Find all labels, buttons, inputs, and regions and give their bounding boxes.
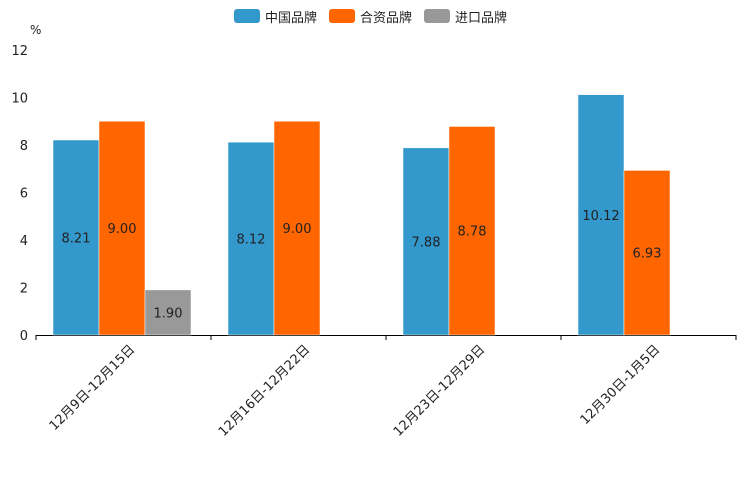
y-tick-label: 10 — [11, 92, 28, 107]
bar — [52, 139, 100, 336]
y-tick-label: 4 — [20, 234, 28, 249]
bar — [144, 289, 192, 336]
bar — [402, 147, 450, 336]
data-label: 6.93 — [633, 247, 662, 262]
data-label: 9.00 — [283, 222, 312, 237]
bar — [227, 141, 275, 336]
y-tick-label: 12 — [11, 44, 28, 59]
legend-swatch-china — [234, 9, 260, 23]
bar — [448, 126, 496, 336]
x-category-label: 12月16日-12月22日 — [216, 342, 313, 439]
y-tick-label: 8 — [20, 139, 28, 154]
bar — [623, 170, 671, 336]
legend-swatch-jv — [329, 9, 355, 23]
legend-item-import[interactable]: 进口品牌 — [424, 7, 508, 26]
legend-item-jv[interactable]: 合资品牌 — [329, 7, 413, 26]
y-tick-label: 6 — [20, 187, 28, 202]
data-label: 8.21 — [62, 232, 91, 247]
x-category-label: 12月23日-12月29日 — [391, 342, 488, 439]
legend-swatch-import — [424, 9, 450, 23]
legend-label-jv: 合资品牌 — [360, 10, 413, 26]
legend-label-import: 进口品牌 — [455, 10, 508, 26]
legend-label-china: 中国品牌 — [265, 10, 318, 26]
legend-item-china[interactable]: 中国品牌 — [234, 7, 318, 26]
y-unit-label: % — [30, 23, 41, 37]
data-label: 9.00 — [108, 222, 137, 237]
data-label: 8.12 — [237, 233, 266, 248]
data-label: 7.88 — [412, 235, 441, 250]
data-label: 1.90 — [154, 306, 183, 321]
data-label: 10.12 — [582, 209, 619, 224]
y-axis-ticks: 0 2 4 6 8 10 12 — [11, 44, 28, 344]
x-category-label: 12月9日-12月15日 — [47, 342, 139, 434]
data-label: 8.78 — [458, 225, 487, 240]
x-category-label: 12月30日-1月5日 — [578, 342, 664, 428]
category-labels: 12月9日-12月15日 12月16日-12月22日 12月23日-12月29日 12… — [35, 335, 737, 440]
y-tick-label: 0 — [20, 329, 28, 344]
bar — [273, 121, 321, 336]
bars: 8.21 9.00 1.90 8.12 9.00 7.88 8.78 10.12 6.93 — [52, 94, 671, 336]
bar — [98, 121, 146, 336]
y-tick-label: 2 — [20, 282, 28, 297]
